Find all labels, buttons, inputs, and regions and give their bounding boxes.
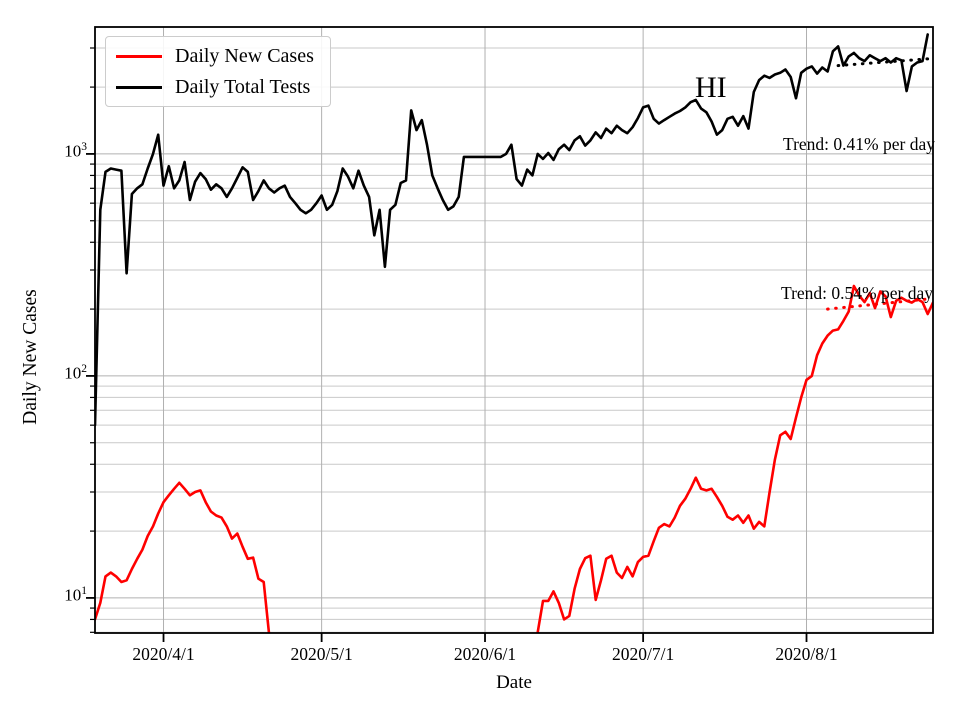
x-tick-label: 2020/7/1 [612,644,675,664]
y-tick-label: 101 [64,584,87,605]
x-axis-label: Date [496,672,532,693]
gridlines [95,27,933,633]
chart-title: HI [695,71,727,104]
legend-label-tests: Daily Total Tests [175,76,311,98]
legend: Daily New Cases Daily Total Tests [105,36,331,107]
y-tick-label: 102 [64,362,87,383]
y-axis-label: Daily New Cases [20,289,41,425]
legend-entry-tests: Daily Total Tests [116,76,314,98]
y-tick-label: 103 [64,140,87,161]
cases-trend-annotation: Trend: 0.54% per day [781,283,933,303]
cases-line-sample [116,54,162,58]
legend-label-cases: Daily New Cases [175,45,314,67]
tests-trend-annotation: Trend: 0.41% per day [783,134,935,154]
axis-ticks [86,47,808,642]
tests-trend-line [836,57,930,68]
x-tick-label: 2020/4/1 [132,644,195,664]
x-tick-label: 2020/8/1 [775,644,838,664]
tests-series-line [95,33,929,427]
legend-entry-cases: Daily New Cases [116,45,314,67]
axes-frame [94,26,934,634]
x-tick-label: 2020/6/1 [453,644,517,664]
x-tick-label: 2020/5/1 [290,644,353,664]
cases-series-line [95,284,933,633]
data-series [95,33,933,633]
cases-trend-line [826,297,930,311]
tests-line-sample [116,85,162,89]
